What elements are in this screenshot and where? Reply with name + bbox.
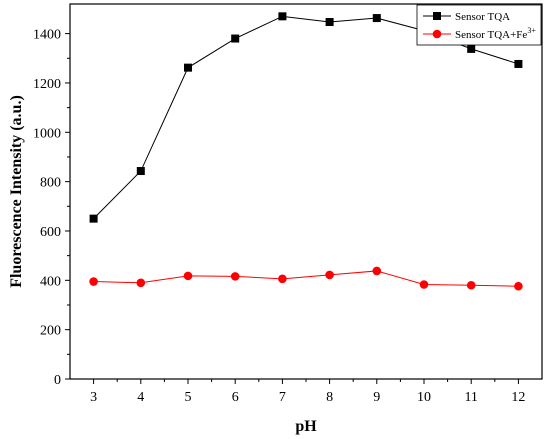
data-point-square <box>89 214 98 223</box>
x-tick-label: 10 <box>417 390 431 405</box>
y-tick-label: 600 <box>40 225 61 240</box>
data-point-circle <box>514 281 523 291</box>
x-tick-label: 12 <box>511 390 525 405</box>
y-tick-label: 0 <box>54 373 61 388</box>
series-sensor-tqa-fe <box>89 266 523 291</box>
x-tick-label: 8 <box>326 390 333 405</box>
data-point-circle <box>136 278 146 288</box>
legend-label-base: Sensor TQA+Fe <box>455 29 527 41</box>
data-point-circle <box>419 280 429 289</box>
legend-label-superscript: 3+ <box>527 26 536 35</box>
data-point-square <box>184 63 192 72</box>
data-point-circle <box>183 271 193 281</box>
y-tick-label: 1400 <box>33 28 61 43</box>
data-point-square <box>136 167 145 176</box>
x-tick-label: 11 <box>464 390 477 405</box>
data-point-square <box>231 34 240 43</box>
y-tick-label: 800 <box>40 176 61 191</box>
x-tick-label: 3 <box>90 390 97 405</box>
y-tick-label: 200 <box>40 324 61 339</box>
y-tick-label: 400 <box>40 274 61 289</box>
legend-square-marker <box>433 12 441 20</box>
x-tick-label: 7 <box>279 390 286 405</box>
data-point-square <box>372 14 381 23</box>
data-point-circle <box>230 272 240 281</box>
x-tick-label: 9 <box>373 390 380 405</box>
x-tick-label: 6 <box>232 390 239 405</box>
legend-label-sensor-tqa-fe: Sensor TQA+Fe3+ <box>455 26 536 41</box>
data-point-square <box>467 44 476 53</box>
series-line <box>93 270 519 287</box>
y-tick-label: 1200 <box>33 77 61 92</box>
legend-entry-sensor-tqa-fe: Sensor TQA+Fe3+ <box>423 26 536 41</box>
x-axis-title: pH <box>295 418 317 435</box>
data-point-circle <box>278 274 287 284</box>
legend: Sensor TQA Sensor TQA+Fe3+ <box>416 4 542 46</box>
legend-box <box>416 4 542 46</box>
legend-circle-marker <box>432 29 442 39</box>
legend-entry-sensor-tqa: Sensor TQA <box>423 11 510 23</box>
axes: 3 4 5 6 7 8 9 10 11 12 0 200 400 600 800 1000 1200 1400 <box>33 3 543 405</box>
data-point-circle <box>466 280 476 290</box>
data-point-circle <box>89 277 98 286</box>
data-point-square <box>514 59 523 68</box>
legend-label-sensor-tqa: Sensor TQA <box>455 11 510 23</box>
y-axis-title: Fluorescence Intensity (a.u.) <box>8 95 25 288</box>
data-point-square <box>278 12 287 21</box>
data-point-circle <box>372 266 382 276</box>
data-point-circle <box>325 270 334 280</box>
y-tick-label: 1000 <box>33 126 61 141</box>
x-tick-label: 4 <box>137 390 144 405</box>
x-tick-label: 5 <box>185 390 192 405</box>
data-point-square <box>325 18 334 27</box>
